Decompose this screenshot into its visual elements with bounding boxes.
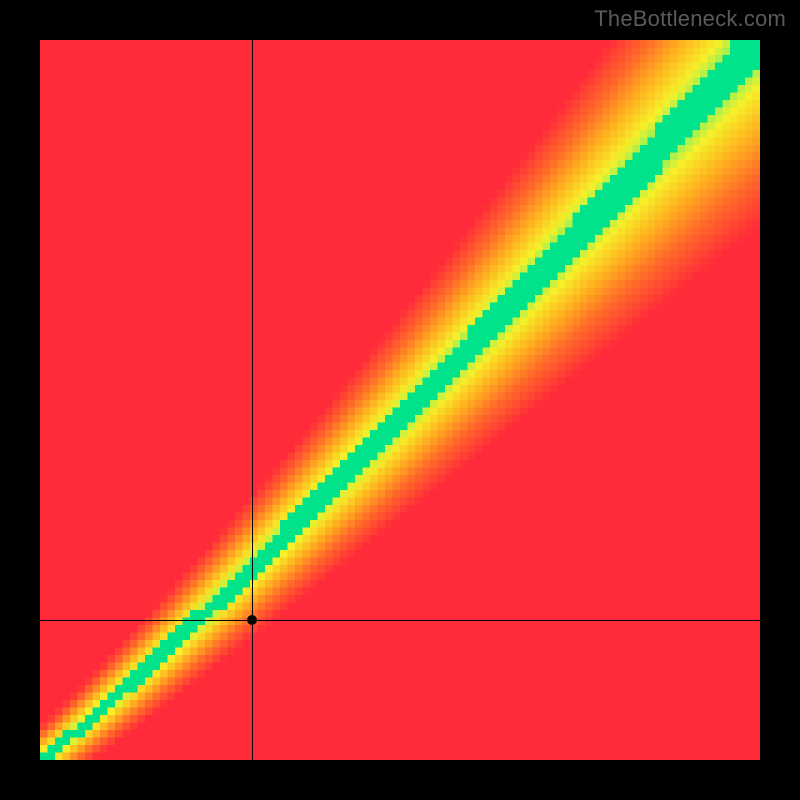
watermark-text: TheBottleneck.com (594, 6, 786, 32)
figure-container: TheBottleneck.com (0, 0, 800, 800)
crosshair-marker (247, 615, 257, 625)
heatmap-plot (40, 40, 760, 760)
crosshair-horizontal (40, 620, 760, 621)
crosshair-vertical (252, 40, 253, 760)
heatmap-canvas (40, 40, 760, 760)
